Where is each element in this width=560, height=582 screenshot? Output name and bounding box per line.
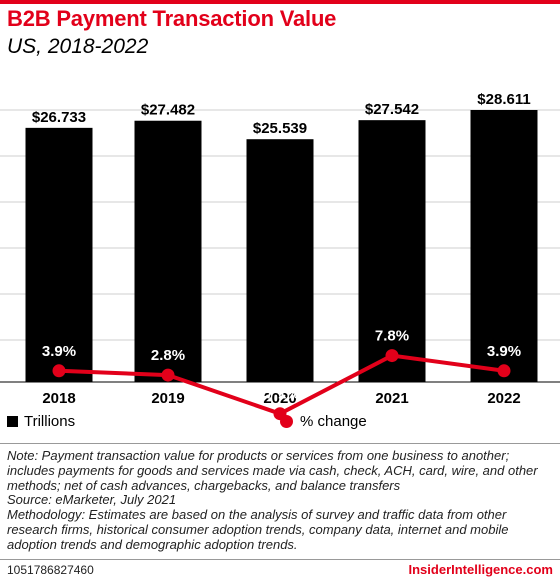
legend-bar-swatch xyxy=(7,416,18,427)
chart-area: $26.733 $27.482 $25.539 $27.542 $28.611 2018 2… xyxy=(0,91,560,421)
line-value-label: 7.8% xyxy=(375,328,409,345)
bar-value-label: $28.611 xyxy=(477,91,530,108)
chart-notes: Note: Payment transaction value for prod… xyxy=(7,448,555,553)
line-point xyxy=(52,364,66,378)
note-line: research firms, historical consumer adop… xyxy=(7,521,509,537)
line-point xyxy=(161,368,175,382)
line-point xyxy=(385,349,399,363)
x-tick-label: 2021 xyxy=(375,390,408,407)
x-tick-label: 2022 xyxy=(487,390,520,407)
notes-divider xyxy=(0,443,560,444)
note-line: Methodology: Estimates are based on the … xyxy=(7,507,507,523)
bar-value-label: $27.542 xyxy=(365,101,419,118)
legend-line-swatch xyxy=(280,415,293,428)
line-value-label: 3.9% xyxy=(42,343,76,360)
note-line: Source: eMarketer, July 2021 xyxy=(7,492,177,508)
line-value-label: 2.8% xyxy=(151,347,185,364)
bar xyxy=(134,120,202,382)
legend-bar-label: Trillions xyxy=(24,413,76,430)
note-line: Note: Payment transaction value for prod… xyxy=(7,448,510,463)
legend-item-bars: Trillions xyxy=(7,413,75,430)
brand-link[interactable]: InsiderIntelligence.com xyxy=(408,562,554,577)
footer-divider xyxy=(0,559,560,560)
bar-value-label: $26.733 xyxy=(32,109,86,126)
bar-value-label: $25.539 xyxy=(253,120,307,137)
legend-item-line: % change xyxy=(280,413,367,430)
chart-subtitle: US, 2018-2022 xyxy=(7,35,149,58)
bar xyxy=(358,120,426,382)
note-line: adoption trends and demographic adoption… xyxy=(7,536,298,552)
chart-id: 1051786827460 xyxy=(7,563,94,577)
top-accent-rule xyxy=(0,0,560,4)
x-tick-label: 2020 xyxy=(263,390,296,407)
bar-value-label: $27.482 xyxy=(141,102,195,119)
bar xyxy=(25,127,93,382)
bar xyxy=(470,110,538,382)
line-point xyxy=(497,364,511,378)
x-tick-label: 2019 xyxy=(151,390,184,407)
bar xyxy=(246,139,314,382)
legend-line-label: % change xyxy=(300,413,367,430)
line-value-label: 3.9% xyxy=(487,343,521,360)
note-line: methods; net of cash advances, chargebac… xyxy=(7,477,401,493)
x-tick-label: 2018 xyxy=(42,390,75,407)
note-line: includes payments for goods and services… xyxy=(7,462,538,478)
chart-title: B2B Payment Transaction Value xyxy=(7,6,337,31)
line-value-label: -7.1% xyxy=(260,386,299,403)
